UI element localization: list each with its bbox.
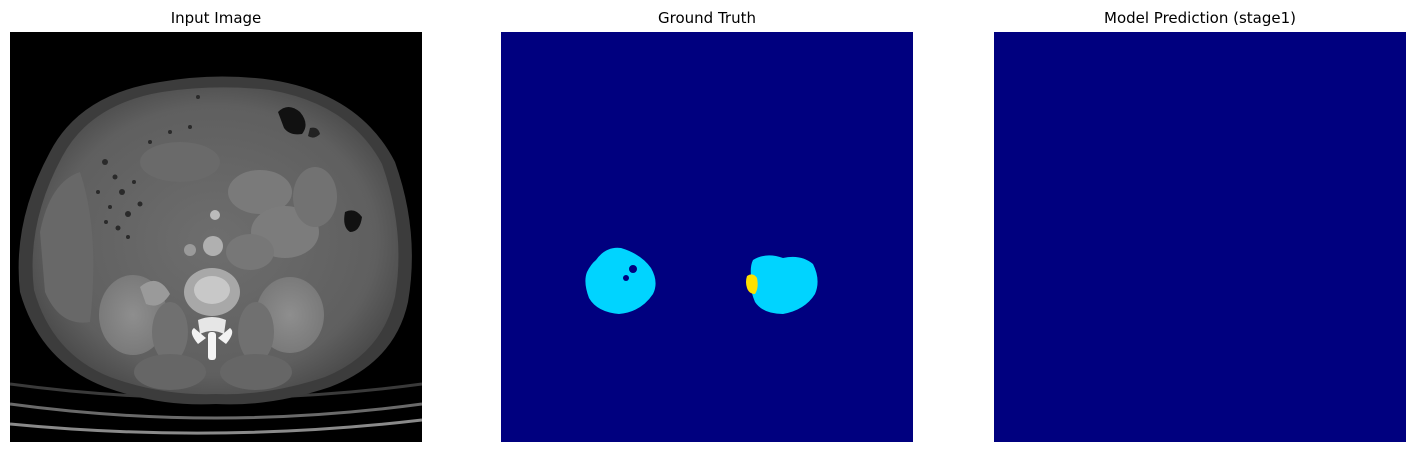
ct-scan-image [10,32,422,442]
left-kidney-mask [750,255,818,314]
tumor-mask [746,274,758,294]
ct-scan-svg [10,32,422,442]
ground-truth-svg [501,32,913,442]
mask-background [501,32,913,442]
prediction-svg [994,32,1406,442]
ground-truth-mask [501,32,913,442]
bowel-gas [96,95,200,239]
model-prediction-mask [994,32,1406,442]
panel-title-ground-truth: Ground Truth [658,9,756,27]
panel-title-model-prediction: Model Prediction (stage1) [1104,9,1296,27]
panel-input-image: Input Image [10,0,422,452]
right-kidney-mask [585,247,656,314]
aorta [203,236,223,256]
panel-ground-truth: Ground Truth [501,0,913,452]
panel-model-prediction: Model Prediction (stage1) [994,0,1406,452]
panel-title-input-image: Input Image [170,9,262,27]
prediction-background [994,32,1406,442]
